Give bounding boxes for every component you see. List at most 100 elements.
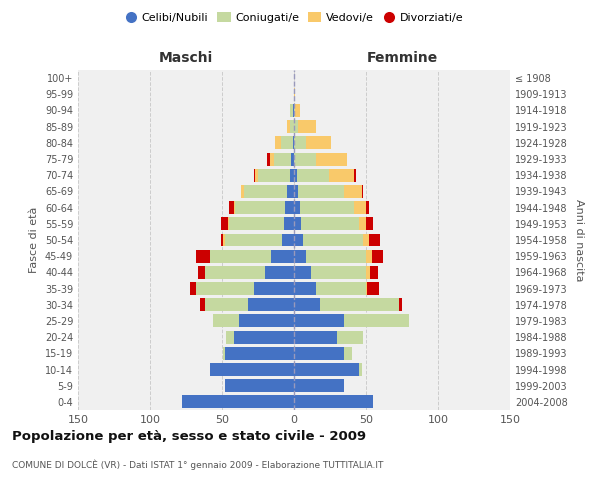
Bar (294, 169, 297, 181)
Bar (228, 218, 229, 230)
Y-axis label: Anni di nascita: Anni di nascita (574, 198, 584, 281)
Bar (294, 314, 344, 328)
Bar (300, 201, 355, 214)
Bar (182, 396, 294, 408)
Bar (294, 379, 344, 392)
Bar (366, 218, 373, 230)
Bar (283, 234, 294, 246)
Bar (295, 104, 300, 117)
Bar (294, 185, 298, 198)
Bar (294, 250, 305, 262)
Bar (226, 330, 233, 344)
Bar (294, 234, 302, 246)
Bar (363, 234, 369, 246)
Text: Popolazione per età, sesso e stato civile - 2009: Popolazione per età, sesso e stato civil… (12, 430, 366, 443)
Bar (284, 218, 294, 230)
Bar (258, 169, 290, 181)
Text: Femmine: Femmine (367, 51, 437, 65)
Bar (366, 266, 370, 279)
Bar (197, 266, 205, 279)
Bar (316, 152, 347, 166)
Bar (355, 169, 356, 181)
Bar (233, 330, 294, 344)
Bar (248, 298, 294, 311)
Bar (223, 234, 225, 246)
Bar (372, 250, 383, 262)
Bar (302, 234, 363, 246)
Bar (241, 185, 244, 198)
Bar (221, 218, 228, 230)
Bar (200, 298, 205, 311)
Bar (291, 152, 294, 166)
Bar (254, 282, 294, 295)
Bar (294, 282, 316, 295)
Bar (196, 282, 254, 295)
Bar (366, 201, 369, 214)
Bar (294, 120, 298, 133)
Bar (233, 201, 235, 214)
Bar (294, 201, 300, 214)
Bar (344, 185, 362, 198)
Bar (297, 169, 329, 181)
Bar (225, 379, 294, 392)
Bar (293, 104, 294, 117)
Bar (316, 282, 366, 295)
Bar (344, 314, 409, 328)
Bar (294, 298, 320, 311)
Bar (211, 250, 271, 262)
Bar (196, 250, 211, 262)
Bar (229, 201, 233, 214)
Bar (369, 234, 380, 246)
Bar (271, 250, 294, 262)
Bar (293, 136, 294, 149)
Bar (305, 136, 331, 149)
Bar (294, 347, 344, 360)
Bar (265, 266, 294, 279)
Bar (214, 314, 239, 328)
Bar (294, 88, 295, 101)
Bar (190, 282, 196, 295)
Bar (290, 104, 293, 117)
Bar (362, 185, 363, 198)
Bar (255, 169, 258, 181)
Bar (320, 298, 399, 311)
Bar (266, 152, 269, 166)
Bar (225, 347, 294, 360)
Bar (359, 218, 366, 230)
Y-axis label: Fasce di età: Fasce di età (29, 207, 39, 273)
Bar (294, 152, 316, 166)
Bar (221, 234, 223, 246)
Bar (370, 266, 377, 279)
Bar (294, 330, 337, 344)
Bar (298, 185, 344, 198)
Bar (235, 201, 286, 214)
Bar (205, 298, 248, 311)
Bar (290, 169, 294, 181)
Bar (294, 104, 295, 117)
Bar (294, 363, 359, 376)
Bar (274, 152, 291, 166)
Bar (287, 185, 294, 198)
Bar (254, 169, 255, 181)
Text: Maschi: Maschi (159, 51, 213, 65)
Bar (329, 169, 355, 181)
Bar (367, 282, 379, 295)
Bar (311, 266, 366, 279)
Bar (281, 136, 293, 149)
Bar (366, 282, 367, 295)
Bar (355, 201, 366, 214)
Bar (269, 152, 274, 166)
Bar (287, 120, 290, 133)
Bar (286, 201, 294, 214)
Bar (294, 266, 311, 279)
Bar (239, 314, 294, 328)
Bar (244, 185, 287, 198)
Text: COMUNE DI DOLCÈ (VR) - Dati ISTAT 1° gennaio 2009 - Elaborazione TUTTITALIA.IT: COMUNE DI DOLCÈ (VR) - Dati ISTAT 1° gen… (12, 460, 383, 470)
Bar (294, 396, 373, 408)
Bar (225, 234, 283, 246)
Bar (275, 136, 281, 149)
Bar (337, 330, 363, 344)
Legend: Celibi/Nubili, Coniugati/e, Vedovi/e, Divorziati/e: Celibi/Nubili, Coniugati/e, Vedovi/e, Di… (119, 8, 469, 28)
Bar (229, 218, 284, 230)
Bar (294, 218, 301, 230)
